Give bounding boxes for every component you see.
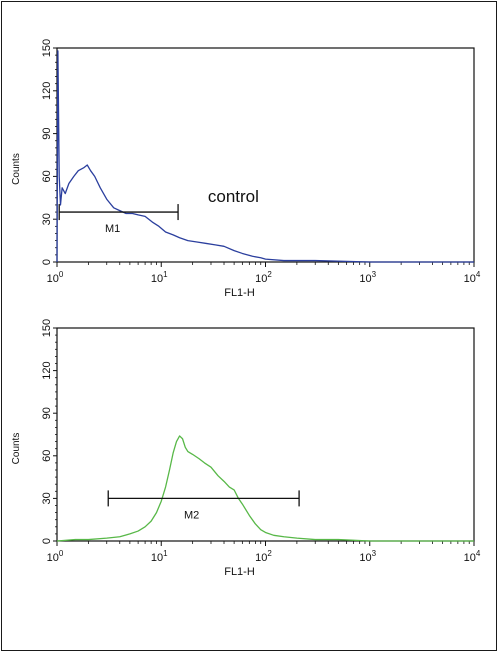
x-tick-label: 101 [151,549,168,564]
x-tick-exponent: 2 [267,549,272,558]
y-tick-label: 60 [41,450,53,462]
x-tick-label: 102 [255,270,272,285]
x-tick-exponent: 4 [476,270,481,279]
y-tick-label: 120 [41,82,53,100]
x-tick-label: 103 [359,549,376,564]
y-axis-label: Counts [11,153,22,185]
y-tick-label: 90 [41,127,53,139]
x-tick-label: 104 [464,270,481,285]
marker-gate-label: M1 [105,223,120,235]
x-tick-label: 100 [47,549,64,564]
x-tick-exponent: 3 [372,270,377,279]
x-tick-label: 104 [464,549,481,564]
marker-gate-label: M2 [184,509,199,521]
x-axis-label: FL1-H [224,566,255,578]
y-tick-label: 90 [41,407,53,419]
histogram-series-line [56,50,474,263]
y-tick-label: 0 [41,259,53,265]
x-tick-exponent: 3 [372,549,377,558]
histogram-series-line [56,435,474,542]
y-tick-label: 0 [41,538,53,544]
x-tick-exponent: 0 [59,270,64,279]
y-tick-label: 150 [41,39,53,57]
y-tick-label: 120 [41,361,53,379]
y-axis-label: Counts [11,433,22,465]
y-tick-label: 30 [41,492,53,504]
x-tick-label: 102 [255,549,272,564]
x-tick-label: 103 [359,270,376,285]
y-tick-label: 30 [41,213,53,225]
x-tick-exponent: 2 [267,270,272,279]
y-tick-label: 150 [41,319,53,337]
x-tick-exponent: 1 [163,549,168,558]
x-tick-exponent: 1 [163,270,168,279]
x-tick-exponent: 0 [59,549,64,558]
x-tick-exponent: 4 [476,549,481,558]
y-tick-label: 60 [41,170,53,182]
plot-area-frame [56,327,475,542]
x-tick-label: 101 [151,270,168,285]
control-annotation: control [208,187,259,206]
x-tick-label: 100 [47,270,64,285]
x-axis-label: FL1-H [224,287,255,299]
